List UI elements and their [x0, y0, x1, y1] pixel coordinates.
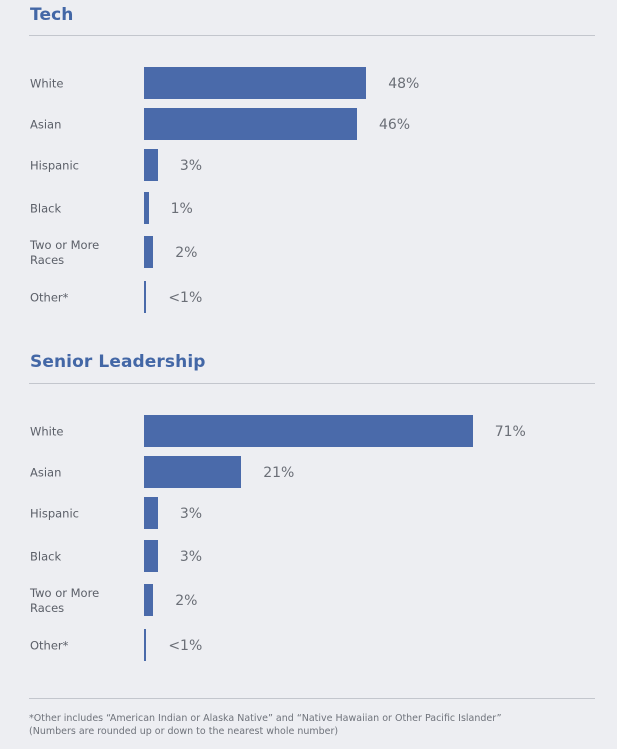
category-label: Two or More Races [30, 238, 100, 267]
value-label: 2% [175, 245, 198, 261]
senior-leadership-row: Hispanic 3% [0, 497, 617, 531]
tech-title: Tech [30, 5, 74, 25]
tech-row: White 48% [0, 67, 617, 101]
bar [144, 584, 154, 616]
tech-row: Black 1% [0, 192, 617, 226]
value-label: 2% [175, 593, 198, 609]
senior-leadership-row: White 71% [0, 415, 617, 449]
senior-leadership-title: Senior Leadership [30, 352, 206, 372]
value-label: 48% [388, 76, 420, 92]
category-label: Asian [30, 465, 62, 480]
value-label: <1% [168, 638, 203, 654]
category-label: White [30, 76, 64, 91]
senior-leadership-row: Asian 21% [0, 456, 617, 490]
bar [144, 415, 473, 447]
tech-row: Asian 46% [0, 108, 617, 142]
senior-leadership-row: Black 3% [0, 540, 617, 574]
bar [144, 67, 367, 99]
bar [144, 540, 158, 572]
footnote-line-2: (Numbers are rounded up or down to the n… [29, 726, 339, 737]
category-label: Other* [30, 290, 69, 305]
tech-row: Hispanic 3% [0, 149, 617, 183]
bar [144, 281, 147, 313]
category-label: Asian [30, 117, 62, 132]
senior-leadership-row: Two or More Races 2% [0, 584, 617, 618]
bar [144, 497, 158, 529]
value-label: 3% [179, 506, 203, 522]
value-label: 1% [170, 201, 193, 217]
tech-row: Other* <1% [0, 281, 617, 315]
category-label: Black [30, 549, 62, 564]
tech-divider [29, 35, 595, 36]
value-label: <1% [168, 290, 203, 306]
value-label: 71% [494, 424, 526, 440]
footnote-divider [29, 698, 595, 699]
footnote-line-1: *Other includes “American Indian or Alas… [29, 713, 502, 724]
bar [144, 108, 357, 140]
value-label: 46% [378, 117, 411, 133]
senior-leadership-divider [29, 383, 595, 384]
category-label: Hispanic [30, 506, 79, 521]
bar [144, 629, 147, 661]
category-label: White [30, 424, 64, 439]
category-label: Hispanic [30, 158, 79, 173]
bar [144, 236, 154, 268]
bar [144, 149, 158, 181]
tech-row: Two or More Races 2% [0, 236, 617, 270]
value-label: 3% [179, 158, 203, 174]
bar [144, 192, 149, 224]
category-label: Black [30, 201, 62, 216]
category-label: Other* [30, 638, 69, 653]
footnote: *Other includes “American Indian or Alas… [29, 712, 502, 738]
senior-leadership-row: Other* <1% [0, 629, 617, 663]
value-label: 21% [263, 465, 295, 481]
bar [144, 456, 242, 488]
value-label: 3% [179, 549, 203, 565]
category-label: Two or More Races [30, 586, 100, 615]
